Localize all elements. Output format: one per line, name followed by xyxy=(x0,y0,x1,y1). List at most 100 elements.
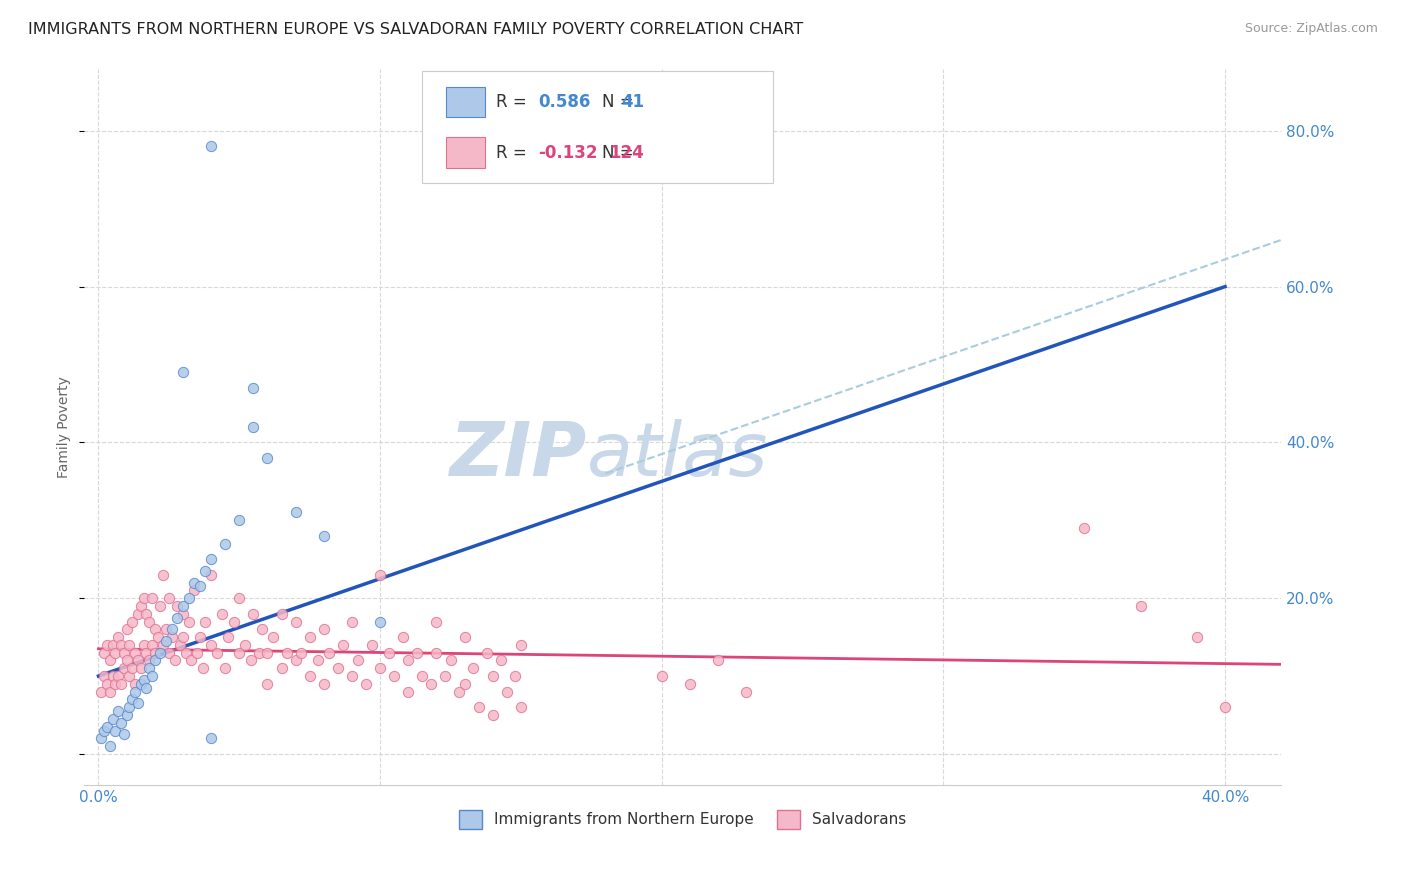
Y-axis label: Family Poverty: Family Poverty xyxy=(58,376,72,478)
Point xyxy=(284,653,307,667)
Point xyxy=(233,638,256,652)
Point xyxy=(135,681,157,695)
Point xyxy=(276,646,298,660)
Point xyxy=(228,591,250,606)
Point xyxy=(115,708,138,723)
Point xyxy=(98,739,121,753)
Point xyxy=(177,591,200,606)
Point xyxy=(247,646,270,660)
Point xyxy=(200,552,222,566)
Point xyxy=(200,731,222,746)
Point xyxy=(453,677,475,691)
Point xyxy=(115,653,138,667)
Point xyxy=(256,677,278,691)
Point xyxy=(127,696,149,710)
Point xyxy=(166,610,188,624)
Point xyxy=(149,599,172,613)
Point xyxy=(90,684,112,698)
Point xyxy=(505,669,527,683)
Point xyxy=(101,638,124,652)
Point xyxy=(214,536,236,550)
Point xyxy=(228,513,250,527)
Point xyxy=(96,638,118,652)
Point xyxy=(96,677,118,691)
Point xyxy=(107,630,129,644)
Point xyxy=(124,684,146,698)
Point xyxy=(101,712,124,726)
Point xyxy=(1213,700,1236,714)
Point xyxy=(121,692,143,706)
Text: 0.586: 0.586 xyxy=(538,93,591,111)
Point xyxy=(98,684,121,698)
Point xyxy=(129,677,152,691)
Point xyxy=(194,615,217,629)
Point xyxy=(405,646,427,660)
Point xyxy=(121,615,143,629)
Point xyxy=(141,669,163,683)
Point xyxy=(256,646,278,660)
Point xyxy=(96,720,118,734)
Point xyxy=(447,684,470,698)
Point xyxy=(651,669,673,683)
Point xyxy=(382,669,405,683)
Point xyxy=(368,615,391,629)
Point xyxy=(146,630,169,644)
Point xyxy=(391,630,413,644)
Point xyxy=(152,638,174,652)
Point xyxy=(104,677,127,691)
Point xyxy=(138,661,160,675)
Point xyxy=(461,661,484,675)
Point xyxy=(163,653,186,667)
Point xyxy=(242,381,264,395)
Point xyxy=(425,646,447,660)
Point xyxy=(360,638,382,652)
Point xyxy=(307,653,329,667)
Point xyxy=(104,723,127,738)
Point xyxy=(90,731,112,746)
Point xyxy=(172,607,194,621)
Point xyxy=(270,661,292,675)
Text: atlas: atlas xyxy=(588,419,769,491)
Point xyxy=(172,630,194,644)
Text: -0.132: -0.132 xyxy=(538,144,598,161)
Point xyxy=(172,365,194,379)
Point xyxy=(188,630,211,644)
Point xyxy=(256,450,278,465)
Point xyxy=(205,646,228,660)
Point xyxy=(340,669,363,683)
Point xyxy=(152,567,174,582)
Point xyxy=(98,653,121,667)
Point xyxy=(433,669,456,683)
Point xyxy=(284,615,307,629)
Point xyxy=(312,677,335,691)
Point xyxy=(174,646,197,660)
Point xyxy=(368,567,391,582)
Point xyxy=(115,623,138,637)
Point xyxy=(107,669,129,683)
Point xyxy=(453,630,475,644)
Text: N =: N = xyxy=(602,93,638,111)
Text: 41: 41 xyxy=(621,93,644,111)
Point xyxy=(135,607,157,621)
Point xyxy=(200,567,222,582)
Point xyxy=(298,630,321,644)
Point xyxy=(107,704,129,718)
Point xyxy=(127,653,149,667)
Point xyxy=(101,669,124,683)
Point xyxy=(129,661,152,675)
Point xyxy=(1073,521,1095,535)
Point xyxy=(326,661,349,675)
Point xyxy=(211,607,233,621)
Point xyxy=(735,684,758,698)
Point xyxy=(93,646,115,660)
Point xyxy=(160,623,183,637)
Point xyxy=(239,653,262,667)
Point xyxy=(132,591,155,606)
Point xyxy=(312,623,335,637)
Legend: Immigrants from Northern Europe, Salvadorans: Immigrants from Northern Europe, Salvado… xyxy=(453,804,912,835)
Point xyxy=(138,615,160,629)
Point xyxy=(160,630,183,644)
Point xyxy=(510,638,533,652)
Point xyxy=(143,623,166,637)
Point xyxy=(169,638,191,652)
